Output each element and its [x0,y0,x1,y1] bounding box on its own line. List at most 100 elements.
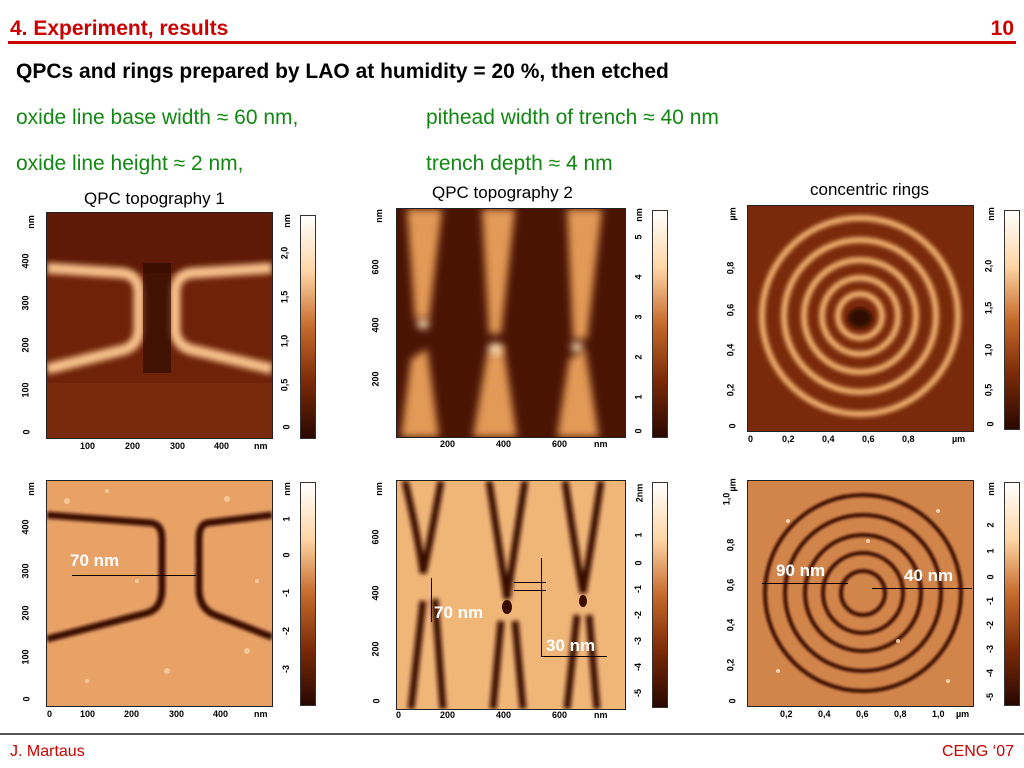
x-tick: 300 [170,441,186,451]
scale-tick: 1,5 [983,301,994,315]
p6-left-arrow [762,583,848,584]
x-unit: nm [594,710,608,720]
p6-right-arrow [872,588,972,589]
qpc1-etched-y-axis: nm 400 300 200 100 0 [21,480,44,705]
qpc1-etched-scale-labels: nm 1 0 -1 -2 -3 [281,480,298,705]
rings-etched-afm-image [747,480,974,707]
title-divider [8,41,1016,44]
rings-y-axis: µm 0,8 0,6 0,4 0,2 0 [725,205,744,430]
p5-depth-pointer [541,656,607,657]
p5-depth-line-top [514,582,546,583]
scale-tick: 1,5 [279,290,290,304]
scale-tick: 0 [633,560,644,566]
param-trench-depth: trench depth ≈ 4 nm [426,152,613,175]
x-tick: 600 [552,439,568,449]
y-unit: nm [373,209,384,223]
scale-tick: -3 [985,644,996,654]
y-tick: 400 [20,253,31,269]
scale-unit: nm [281,214,292,228]
y-tick: 400 [20,519,31,535]
y-tick: 200 [370,641,381,657]
x-tick: 200 [440,710,456,720]
slide-title: 4. Experiment, results [10,17,229,40]
qpc1-etched-color-scale [300,482,316,706]
y-tick: 0 [727,423,738,429]
y-tick: 100 [20,649,31,665]
qpc2-etched-color-scale [652,482,668,708]
x-unit: µm [956,709,970,719]
y-tick: 0 [727,698,738,704]
qpc2-afm-image [396,208,626,438]
y-unit: nm [25,215,36,229]
p5-depth-label: 30 nm [546,636,596,655]
qpc1-afm-image [46,212,273,439]
y-unit: nm [25,482,36,496]
footer-author: J. Martaus [10,743,85,760]
rings-etched-y-axis: 1,0 µm 0,8 0,6 0,4 0,2 0 [721,478,744,705]
qpc2-etched-scale-labels: 2nm 1 0 -1 -2 -3 -4 -5 [633,480,650,708]
y-tick: 0,6 [725,303,736,317]
scale-tick: -3 [281,664,292,674]
y-tick: 300 [20,295,31,311]
y-tick: 0 [21,429,32,435]
x-tick: 100 [80,441,96,451]
scale-tick: 0 [985,421,996,427]
y-unit: nm [373,482,384,496]
scale-tick: 1 [281,516,292,522]
x-unit: nm [594,439,608,449]
scale-tick: 2,0 [279,246,290,260]
y-unit: µm [727,478,738,492]
x-tick: 400 [214,441,230,451]
scale-unit: nm [985,207,996,221]
x-tick: 0 [47,709,53,719]
scale-tick: 2 [985,522,996,528]
scale-tick: -1 [281,588,292,598]
rings-afm-image [747,205,974,432]
y-tick: 600 [370,259,381,275]
x-tick: 0,8 [894,709,907,719]
qpc2-etched-y-axis: nm 600 400 200 0 [371,480,392,708]
y-tick: 0 [21,696,32,702]
y-tick: 0,6 [725,578,736,592]
x-tick: 200 [124,709,140,719]
scale-tick: -2 [281,626,292,636]
x-tick: 400 [213,709,229,719]
scale-unit: 2nm [634,483,645,503]
scale-unit: nm [985,482,996,496]
qpc1-scale-labels: nm 2,0 1,5 1,0 0,5 0 [279,212,298,437]
x-tick: 0,6 [856,709,869,719]
scale-tick: -1 [633,584,644,594]
x-tick: 300 [169,709,185,719]
scale-unit: nm [633,208,644,222]
y-tick: 0,4 [725,343,736,357]
x-tick: 400 [496,710,512,720]
y-tick: 0,4 [725,618,736,632]
p4-width-label: 70 nm [70,551,120,570]
page-number: 10 [990,17,1014,40]
x-unit: µm [952,434,966,444]
scale-tick: -1 [985,596,996,606]
scale-tick: -5 [633,688,644,698]
x-tick: 600 [552,710,568,720]
footer-divider [0,733,1024,735]
qpc2-etched-afm-image [396,480,626,710]
scale-tick: 1 [633,532,644,538]
rings-title: concentric rings [810,180,930,199]
scale-tick: -2 [985,620,996,630]
y-tick: 400 [370,585,381,601]
scale-tick: 1 [985,548,996,554]
footer-conference: CENG ‘07 [941,743,1014,760]
scale-tick: 5 [633,234,644,240]
p6-right-label: 40 nm [904,566,954,585]
qpc1-y-axis: 0 100 200 300 400 nm [21,212,44,437]
scale-tick: -3 [633,636,644,646]
qpc1-etched-afm-image [46,480,273,707]
x-tick: 0 [396,710,402,720]
y-tick: 0,2 [725,383,736,397]
p5-depth-line-bottom [514,590,546,591]
x-tick: 0,2 [780,709,793,719]
qpc2-title: QPC topography 2 [432,183,573,202]
scale-tick: 1 [633,394,644,400]
p4-pointer-line [72,575,164,576]
scale-tick: 4 [633,274,644,280]
